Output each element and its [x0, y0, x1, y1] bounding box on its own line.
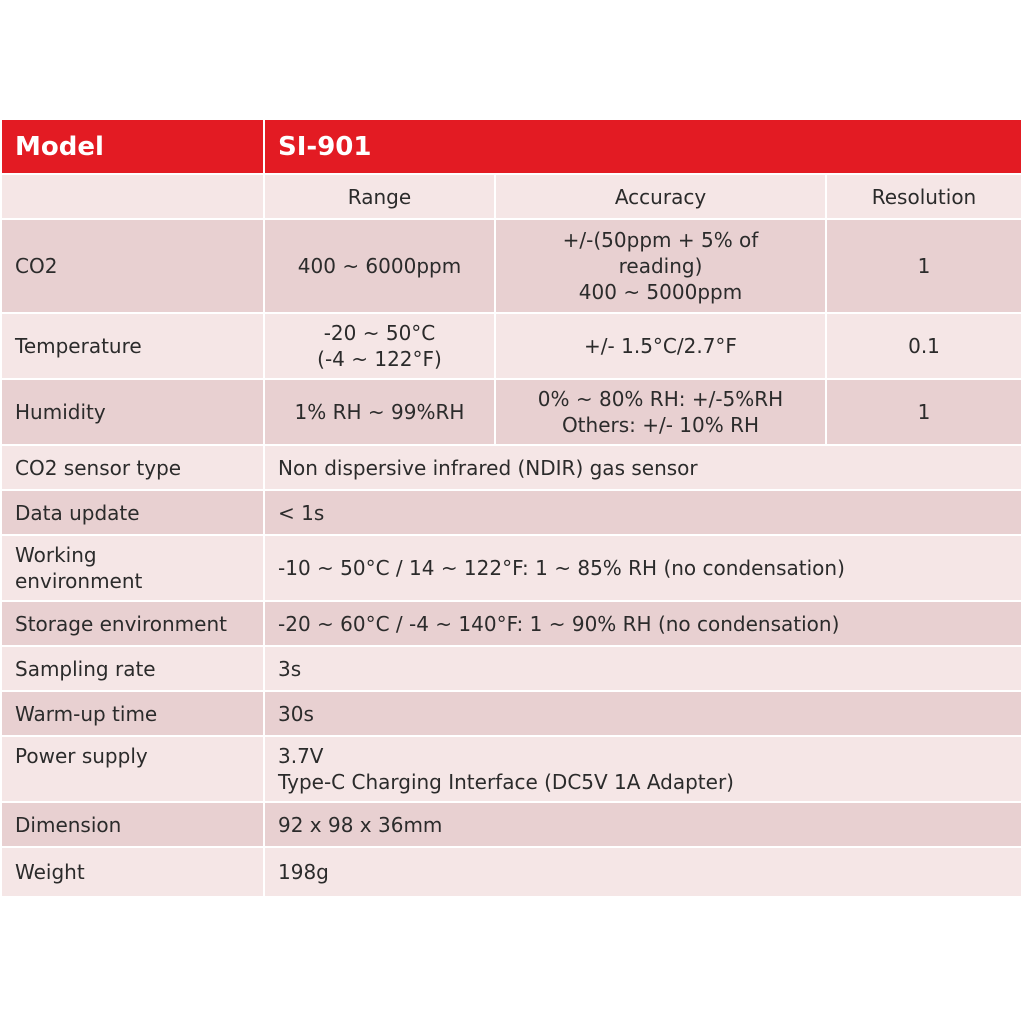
row-temperature-range: -20 ~ 50°C (-4 ~ 122°F) — [265, 314, 494, 378]
spec-label-storage-environment: Storage environment — [2, 602, 263, 645]
working-environment-label-line-2: environment — [15, 569, 143, 593]
spec-label-weight: Weight — [2, 848, 263, 896]
spec-table: Model SI-901 Range Accuracy Resolution C… — [2, 120, 1021, 896]
spec-value-weight: 198g — [265, 848, 1021, 896]
co2-accuracy-line-3: 400 ~ 5000ppm — [578, 280, 743, 304]
humidity-accuracy-line-1: 0% ~ 80% RH: +/-5%RH — [537, 387, 784, 411]
row-humidity-label: Humidity — [2, 380, 263, 444]
temperature-range-line-1: -20 ~ 50°C — [323, 321, 436, 345]
subheader-resolution: Resolution — [827, 175, 1021, 218]
co2-range-line: 400 ~ 6000ppm — [297, 254, 462, 278]
row-co2-resolution: 1 — [827, 220, 1021, 312]
row-humidity-accuracy: 0% ~ 80% RH: +/-5%RH Others: +/- 10% RH — [496, 380, 825, 444]
row-humidity-resolution: 1 — [827, 380, 1021, 444]
subheader-empty — [2, 175, 263, 218]
spec-value-warm-up-time: 30s — [265, 692, 1021, 735]
subheader-accuracy: Accuracy — [496, 175, 825, 218]
co2-accuracy-line-2: reading) — [618, 254, 703, 278]
row-co2-label: CO2 — [2, 220, 263, 312]
spec-value-dimension: 92 x 98 x 36mm — [265, 803, 1021, 846]
spec-value-power-supply: 3.7V Type-C Charging Interface (DC5V 1A … — [265, 737, 1021, 801]
row-temperature-label: Temperature — [2, 314, 263, 378]
row-temperature-resolution: 0.1 — [827, 314, 1021, 378]
spec-value-storage-environment: -20 ~ 60°C / -4 ~ 140°F: 1 ~ 90% RH (no … — [265, 602, 1021, 645]
spec-value-working-environment: -10 ~ 50°C / 14 ~ 122°F: 1 ~ 85% RH (no … — [265, 536, 1021, 600]
humidity-accuracy-line-2: Others: +/- 10% RH — [561, 413, 760, 437]
spec-value-sensor-type: Non dispersive infrared (NDIR) gas senso… — [265, 446, 1021, 489]
row-humidity-range: 1% RH ~ 99%RH — [265, 380, 494, 444]
power-supply-line-1: 3.7V — [278, 744, 324, 768]
spec-label-warm-up-time: Warm-up time — [2, 692, 263, 735]
row-temperature-accuracy: +/- 1.5°C/2.7°F — [496, 314, 825, 378]
model-value: SI-901 — [265, 120, 1021, 173]
spec-value-data-update: < 1s — [265, 491, 1021, 534]
row-co2-range: 400 ~ 6000ppm — [265, 220, 494, 312]
spec-label-dimension: Dimension — [2, 803, 263, 846]
spec-label-data-update: Data update — [2, 491, 263, 534]
row-co2-accuracy: +/-(50ppm + 5% of reading) 400 ~ 5000ppm — [496, 220, 825, 312]
co2-accuracy-line-1: +/-(50ppm + 5% of — [562, 228, 759, 252]
spec-label-power-supply: Power supply — [2, 737, 263, 801]
working-environment-label-line-1: Working — [15, 543, 97, 567]
humidity-range-line: 1% RH ~ 99%RH — [294, 400, 465, 424]
temperature-range-line-2: (-4 ~ 122°F) — [317, 347, 442, 371]
temperature-accuracy-line: +/- 1.5°C/2.7°F — [584, 334, 737, 358]
power-supply-line-2: Type-C Charging Interface (DC5V 1A Adapt… — [278, 770, 734, 794]
subheader-range: Range — [265, 175, 494, 218]
spec-label-working-environment: Working environment — [2, 536, 263, 600]
spec-label-sampling-rate: Sampling rate — [2, 647, 263, 690]
spec-label-sensor-type: CO2 sensor type — [2, 446, 263, 489]
spec-value-sampling-rate: 3s — [265, 647, 1021, 690]
model-label: Model — [2, 120, 263, 173]
